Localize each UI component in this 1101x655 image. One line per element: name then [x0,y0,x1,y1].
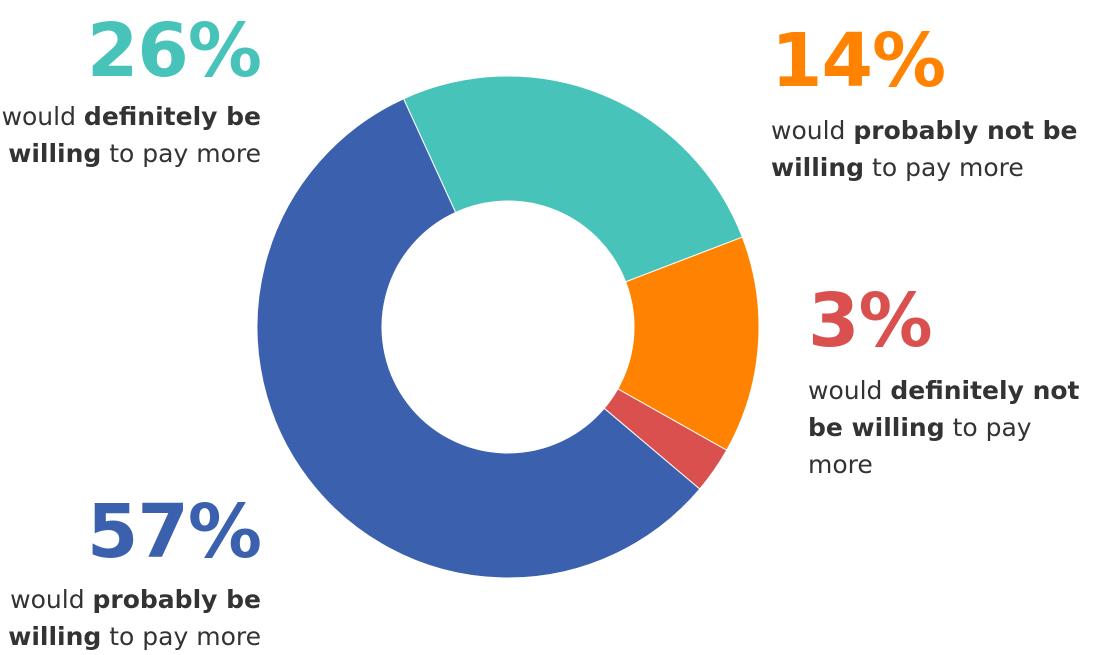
callout-definitely-willing: 26% would definitely be willing to pay m… [0,8,262,172]
donut-slice-14 [617,236,760,451]
slice-label-3: 3% [808,278,933,364]
slice-label-26: 26% [86,8,262,94]
slice-description-3: would definitely not be willing to pay m… [808,376,1080,479]
callout-probably-not-willing: 14% would probably not be willing to pay… [771,24,1091,186]
callout-definitely-not-willing: 3% would definitely not be willing to pa… [808,284,1101,483]
donut-slice-57 [256,98,701,579]
slice-label-57: 57% [86,489,262,575]
slice-description-57: would probably be willing to pay more [8,585,261,651]
slice-label-14: 14% [771,18,946,104]
callout-probably-willing: 57% would probably be willing to pay mor… [0,489,262,655]
donut-slice-26 [402,75,743,283]
slice-description-14: would probably not be willing to pay mor… [771,116,1078,182]
slice-description-26: would definitely be willing to pay more [1,102,261,168]
